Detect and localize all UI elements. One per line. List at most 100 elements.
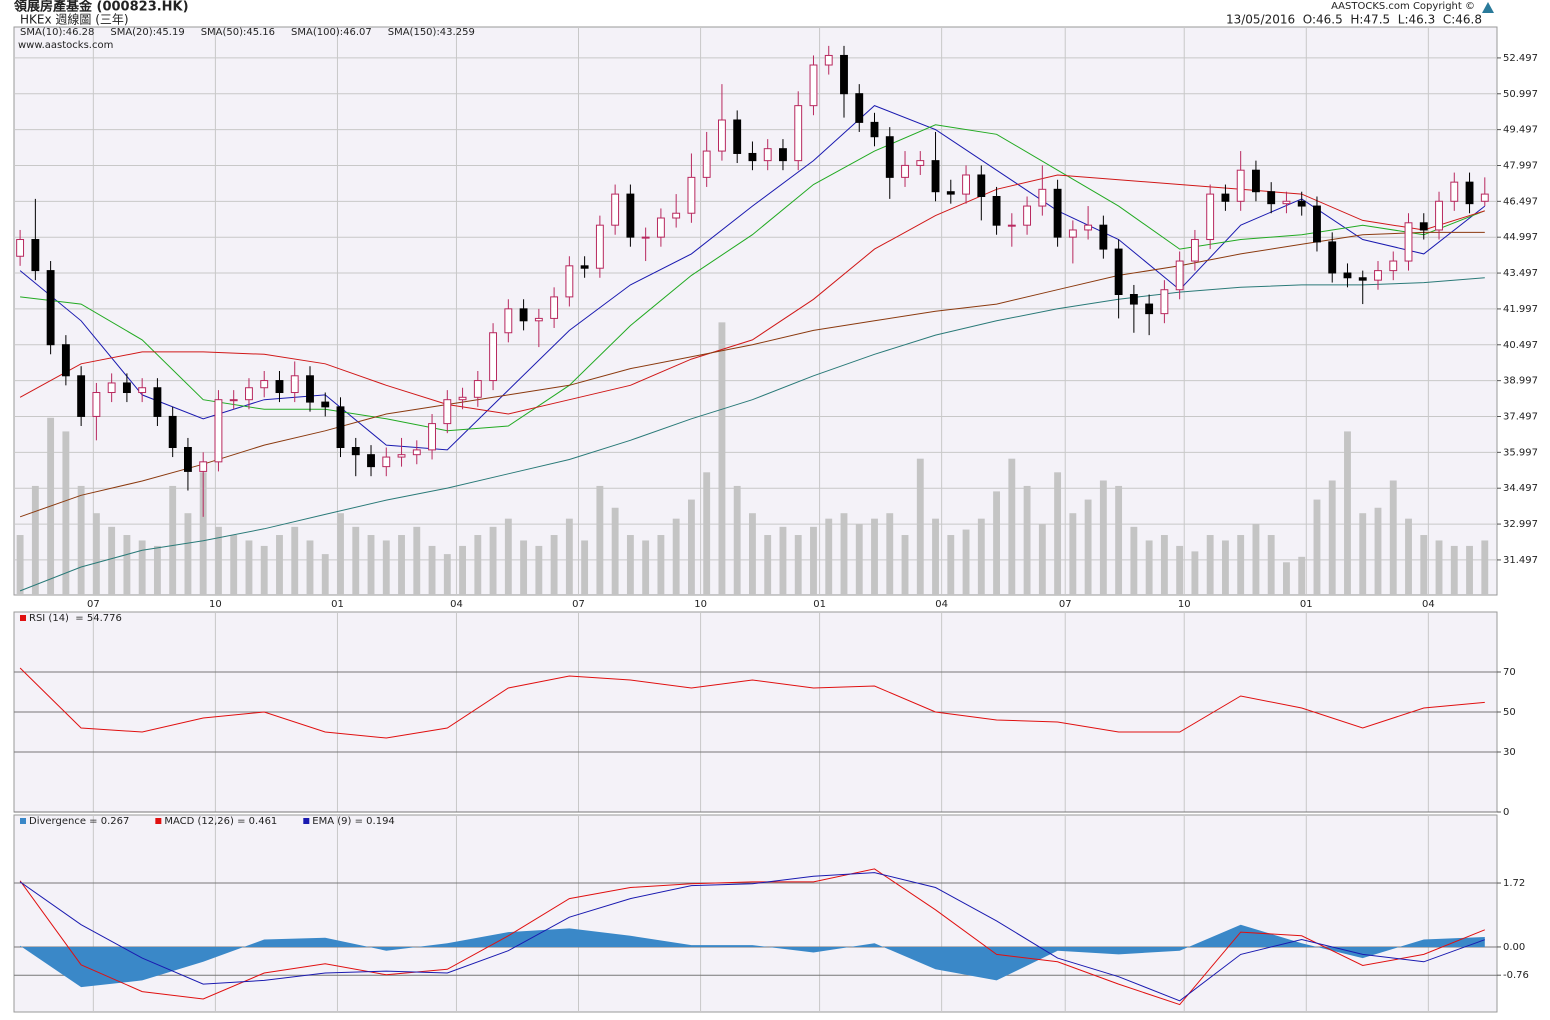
candle-body xyxy=(916,160,925,166)
volume-bar xyxy=(1023,485,1031,595)
candle-body xyxy=(885,136,894,178)
logo xyxy=(1482,2,1494,13)
volume-bar xyxy=(657,535,665,595)
volume-bar xyxy=(1069,513,1077,595)
candle-body xyxy=(183,447,192,472)
candle-body xyxy=(534,317,543,322)
volume-bar xyxy=(825,518,833,595)
candle-body xyxy=(16,239,25,257)
candle-body xyxy=(748,152,757,162)
volume-bar xyxy=(31,485,39,595)
volume-bar xyxy=(337,513,344,595)
volume-bar xyxy=(718,322,726,595)
candle-body xyxy=(1480,193,1489,202)
volume-bar xyxy=(1054,472,1062,595)
candle-body xyxy=(1465,181,1474,205)
volume-bar xyxy=(1313,499,1321,595)
candle-body xyxy=(656,217,665,238)
volume-bar xyxy=(62,431,70,595)
volume-bar xyxy=(352,526,360,595)
y-tick-label: 50.997 xyxy=(1503,89,1538,100)
volume-bar xyxy=(901,535,909,595)
volume-bar xyxy=(993,491,1000,595)
y-tick-label: 0 xyxy=(1503,807,1509,818)
legend-swatch xyxy=(20,818,26,824)
candle-body xyxy=(946,191,955,195)
candle-body xyxy=(412,449,421,456)
candle-body xyxy=(1252,169,1260,193)
y-tick-label: 37.497 xyxy=(1503,411,1538,422)
volume-bar xyxy=(92,513,100,595)
volume-bar xyxy=(1466,545,1473,595)
candle-body xyxy=(1053,188,1062,238)
candle-body xyxy=(931,160,940,193)
x-tick-label: 04 xyxy=(1422,599,1435,610)
volume-bar xyxy=(1160,535,1168,595)
volume-bar xyxy=(504,518,512,595)
volume-bar xyxy=(1130,526,1138,595)
y-tick-label: 40.497 xyxy=(1503,340,1538,351)
candle-body xyxy=(1374,270,1382,281)
volume-bar xyxy=(382,540,390,595)
legend-entry: MACD (12,26) = 0.461 xyxy=(164,816,277,827)
candle-body xyxy=(1084,224,1093,231)
x-tick-label: 04 xyxy=(935,599,948,610)
volume-bar xyxy=(810,526,817,595)
candle-body xyxy=(275,380,284,394)
volume-bar xyxy=(962,529,970,595)
sma-line xyxy=(19,231,1485,518)
candle-body xyxy=(870,121,879,138)
candle-body xyxy=(519,308,528,322)
candle-body xyxy=(31,239,40,272)
volume-bar xyxy=(550,535,558,595)
candle-body xyxy=(428,423,436,451)
candle-body xyxy=(1129,294,1138,305)
legend-entry: RSI (14) = 54.776 xyxy=(29,613,122,624)
volume-bar xyxy=(947,535,955,595)
volume-bar xyxy=(169,485,177,595)
volume-bar xyxy=(1237,535,1245,595)
y-tick-label: -0.76 xyxy=(1503,970,1529,981)
x-tick-label: 07 xyxy=(572,599,585,610)
candle-body xyxy=(107,382,116,394)
volume-bar xyxy=(596,485,604,595)
x-tick-label: 01 xyxy=(813,599,826,610)
legend-entry: SMA(50):45.16 xyxy=(201,27,275,38)
x-tick-label: 10 xyxy=(209,599,222,610)
candle-body xyxy=(1389,260,1398,272)
candle-body xyxy=(351,447,360,456)
candle-body xyxy=(443,399,452,425)
panel-background xyxy=(13,814,1498,1013)
volume-bar xyxy=(474,535,482,595)
volume-bar xyxy=(672,518,680,595)
candle-body xyxy=(840,54,848,95)
volume-bar xyxy=(1221,540,1229,595)
volume-bar xyxy=(1328,480,1336,595)
volume-bar xyxy=(1191,551,1199,595)
candle-body xyxy=(1313,205,1321,243)
volume-bar xyxy=(733,485,741,595)
volume-bar xyxy=(215,526,222,595)
volume-bar xyxy=(77,485,85,595)
legend-swatch xyxy=(155,818,162,824)
volume-bar xyxy=(1344,431,1351,595)
candle-body xyxy=(458,396,467,401)
x-tick-label: 07 xyxy=(1059,599,1072,610)
sma-line xyxy=(20,124,1485,432)
candle-body xyxy=(794,105,803,162)
y-tick-label: 35.997 xyxy=(1503,447,1538,458)
y-tick-label: 50 xyxy=(1503,707,1516,718)
volume-bar xyxy=(367,535,375,595)
y-tick-label: 1.72 xyxy=(1503,878,1525,889)
volume-bar xyxy=(855,524,863,595)
candle-body xyxy=(1068,229,1077,238)
legend-swatch xyxy=(303,818,310,824)
volume-bar xyxy=(1481,540,1489,595)
volume-bar xyxy=(428,545,436,595)
x-tick-label: 10 xyxy=(694,599,707,610)
volume-bar xyxy=(1176,545,1184,595)
volume-bar xyxy=(794,535,802,595)
volume-bar xyxy=(749,513,756,595)
candle-body xyxy=(489,332,498,382)
x-tick-label: 07 xyxy=(87,599,100,610)
